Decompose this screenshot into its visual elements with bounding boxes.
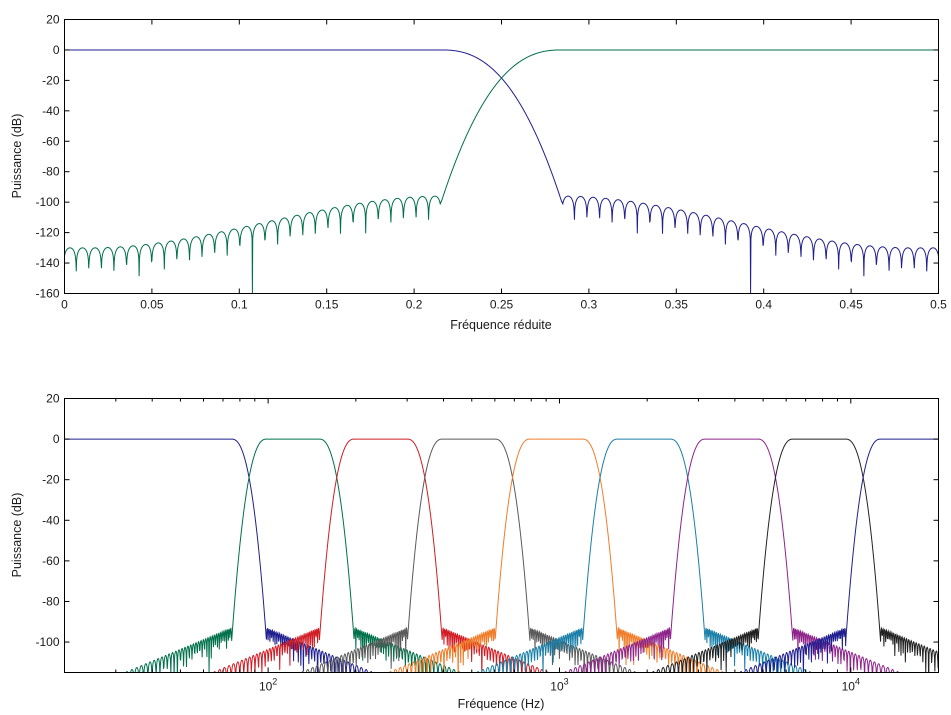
bottom-x-tick-label: 104 bbox=[842, 677, 860, 694]
top-x-tick-label: 0.45 bbox=[839, 298, 863, 312]
top-chart-xlabel: Fréquence réduite bbox=[450, 318, 552, 332]
top-chart-curves bbox=[64, 49, 939, 294]
bottom-band-8 bbox=[739, 438, 939, 673]
top-y-tick-label: 0 bbox=[53, 43, 60, 57]
top-x-tick-label: 0.5 bbox=[930, 298, 947, 312]
bottom-band-5 bbox=[476, 438, 812, 673]
top-series-1 bbox=[64, 49, 939, 294]
top-chart-y-tick-labels: 20 0 -20 -40 -60 -80 -100 -120 -140 -160 bbox=[35, 13, 59, 301]
top-x-tick-label: 0.05 bbox=[140, 298, 164, 312]
top-chart-ylabel: Puissance (dB) bbox=[10, 114, 24, 199]
bottom-y-tick-label: -60 bbox=[42, 554, 60, 568]
bottom-chart-ylabel: Puissance (dB) bbox=[10, 493, 24, 578]
top-chart-frame bbox=[64, 19, 939, 294]
bottom-band-0 bbox=[64, 438, 373, 673]
top-series-0 bbox=[64, 49, 939, 294]
bottom-y-tick-label: -40 bbox=[42, 513, 60, 527]
bottom-y-tick-label: 0 bbox=[53, 432, 60, 446]
bottom-band-6 bbox=[564, 438, 899, 673]
bottom-x-tick-exp: 4 bbox=[855, 677, 860, 687]
bottom-x-tick-base: 10 bbox=[550, 680, 564, 694]
top-chart: 0 0.05 0.1 0.15 0.2 0.25 0.3 0.35 0.4 0.45 0.5 20 0… bbox=[10, 13, 947, 333]
bottom-chart-xlabel: Fréquence (Hz) bbox=[458, 697, 545, 711]
top-y-tick-label: -20 bbox=[42, 73, 60, 87]
bottom-y-tick-label: -100 bbox=[35, 635, 59, 649]
top-y-tick-label: -160 bbox=[35, 287, 59, 301]
bottom-x-tick-label: 102 bbox=[259, 677, 277, 694]
bottom-x-tick-base: 10 bbox=[842, 680, 856, 694]
top-x-tick-label: 0 bbox=[61, 298, 68, 312]
top-x-tick-label: 0.1 bbox=[231, 298, 248, 312]
bottom-x-tick-label: 103 bbox=[550, 677, 568, 694]
top-x-tick-label: 0.3 bbox=[581, 298, 598, 312]
top-x-tick-label: 0.4 bbox=[755, 298, 772, 312]
bottom-chart-y-tick-labels: 20 0 -20 -40 -60 -80 -100 bbox=[35, 392, 59, 650]
top-x-tick-label: 0.35 bbox=[665, 298, 689, 312]
top-chart-ticks bbox=[64, 19, 939, 294]
bottom-band-3 bbox=[301, 438, 636, 673]
top-y-tick-label: -40 bbox=[42, 104, 60, 118]
bottom-band-7 bbox=[652, 438, 939, 673]
top-y-tick-label: -80 bbox=[42, 165, 60, 179]
top-y-tick-label: -100 bbox=[35, 195, 59, 209]
bottom-chart: 102 103 104 200-20-40-60-80-100 Fréquence … bbox=[10, 392, 939, 711]
bottom-band-2 bbox=[213, 438, 549, 673]
bottom-y-tick-label: -20 bbox=[42, 473, 60, 487]
bottom-y-tick-label: -80 bbox=[42, 594, 60, 608]
bottom-x-tick-exp: 3 bbox=[564, 677, 569, 687]
top-y-tick-label: 20 bbox=[46, 13, 60, 27]
top-chart-x-tick-labels: 0 0.05 0.1 0.15 0.2 0.25 0.3 0.35 0.4 0.45 0.5 bbox=[61, 298, 947, 312]
bottom-chart-ticks bbox=[64, 398, 939, 673]
bottom-chart-frame bbox=[64, 398, 939, 673]
bottom-x-tick-base: 10 bbox=[259, 680, 273, 694]
top-y-tick-label: -120 bbox=[35, 226, 59, 240]
top-x-tick-label: 0.2 bbox=[406, 298, 423, 312]
top-y-tick-label: -60 bbox=[42, 134, 60, 148]
top-y-tick-label: -140 bbox=[35, 256, 59, 270]
bottom-chart-curves bbox=[64, 438, 939, 673]
bottom-band-4 bbox=[389, 438, 724, 673]
top-x-tick-label: 0.25 bbox=[490, 298, 514, 312]
bottom-chart-x-tick-labels: 102 103 104 bbox=[259, 677, 860, 694]
bottom-y-tick-label: 20 bbox=[46, 392, 60, 406]
bottom-band-1 bbox=[125, 438, 461, 673]
top-x-tick-label: 0.15 bbox=[315, 298, 339, 312]
bottom-x-tick-exp: 2 bbox=[272, 677, 277, 687]
